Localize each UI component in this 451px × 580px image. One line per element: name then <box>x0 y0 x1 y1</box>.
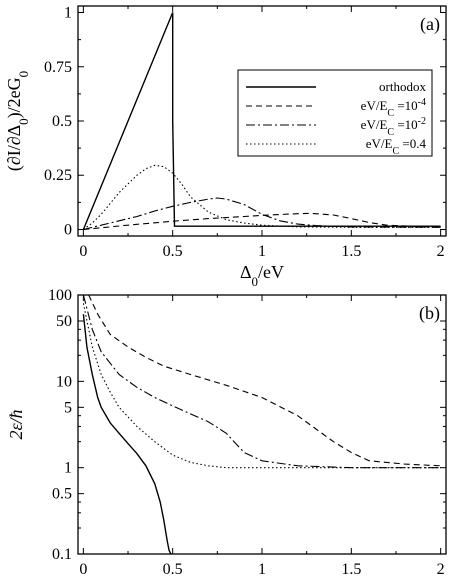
panel-a-series <box>82 12 441 231</box>
y-tick-label: 1 <box>64 5 72 22</box>
legend-sub: C <box>392 146 399 157</box>
y-tick-label: 50 <box>56 313 72 330</box>
panel-b-y-ticks: 0.1 0.5 1 5 10 50 100 <box>48 287 446 563</box>
legend-sub: C <box>387 127 394 138</box>
y-label-part1: (∂I/∂Δ <box>4 125 25 171</box>
y-tick-label: 10 <box>56 373 72 390</box>
x-label-sub: 0 <box>252 274 259 289</box>
legend-label: eV/EC =10-2 <box>361 116 426 138</box>
series-line-solid <box>82 12 441 230</box>
y-tick-label: 0.5 <box>52 486 72 503</box>
legend-label: eV/EC =10-4 <box>361 97 426 119</box>
panel-a-label: (a) <box>420 14 440 35</box>
x-tick-label: 0 <box>79 243 87 260</box>
panel-a-y-axis-label: (∂I/∂Δ0)/2eG0 <box>4 71 31 171</box>
y-tick-label: 5 <box>64 399 72 416</box>
series-line-dashdot <box>82 295 441 469</box>
x-tick-label: 1 <box>258 561 266 578</box>
x-tick-label: 2 <box>437 243 445 260</box>
y-tick-label: 100 <box>48 287 72 304</box>
x-tick-label: 1.5 <box>341 243 361 260</box>
x-tick-label: 0 <box>79 561 87 578</box>
x-label-delta: Δ <box>240 262 252 282</box>
series-line-dotted <box>82 303 441 469</box>
panel-b-label: (b) <box>419 303 440 324</box>
panel-a-x-ticks: 0 0.5 1 1.5 2 <box>79 6 445 260</box>
legend-text-part: eV/E <box>361 117 388 132</box>
legend-text-part: =10 <box>394 117 418 132</box>
series-line-solid <box>82 314 172 554</box>
y-label-sub1: 0 <box>16 118 31 125</box>
y-label-sub2: 0 <box>16 71 31 78</box>
series-line-dotted <box>83 164 441 230</box>
panel-a-chart: 0 0.5 1 1.5 2 0 0.25 0.5 0.75 1 (a) orthodox eV/E… <box>4 5 447 289</box>
panel-a-x-axis-label: Δ0/eV <box>240 262 284 289</box>
x-tick-label: 1 <box>258 243 266 260</box>
x-tick-label: 0.5 <box>163 243 183 260</box>
series-line-dashed <box>83 212 441 231</box>
y-tick-label: 0.25 <box>44 167 72 184</box>
legend-sub: C <box>387 108 394 119</box>
y-tick-label: 0 <box>64 221 72 238</box>
y-label-part2: )/2eG <box>4 77 25 118</box>
y-tick-label: 1 <box>64 460 72 477</box>
legend-text-part: =10 <box>394 98 418 113</box>
x-tick-label: 1.5 <box>341 561 361 578</box>
legend-label: eV/EC =0.4 <box>366 136 427 157</box>
legend-box <box>237 69 433 157</box>
y-tick-label: 0.75 <box>44 59 72 76</box>
legend-label: orthodox <box>379 79 426 94</box>
panel-b-series <box>82 295 441 554</box>
x-tick-label: 2 <box>437 561 445 578</box>
series-line-dashdot <box>83 197 441 231</box>
x-tick-label: 0.5 <box>163 561 183 578</box>
x-label-rest: /eV <box>258 262 284 282</box>
legend-text-part: eV/E <box>361 98 388 113</box>
y-tick-label: 0.1 <box>52 546 72 563</box>
panel-b-plot-frame <box>77 294 447 555</box>
legend-text-part: =0.4 <box>399 136 426 151</box>
panel-a-y-ticks: 0 0.25 0.5 0.75 1 <box>44 5 446 238</box>
series-line-dashed <box>88 295 441 467</box>
panel-b-x-ticks: 0 0.5 1 1.5 2 <box>79 295 445 578</box>
panel-b-y-axis-label: 2ε/ħ <box>6 409 26 439</box>
y-tick-label: 0.5 <box>52 113 72 130</box>
legend-sup: -2 <box>418 116 426 127</box>
legend-sup: -4 <box>418 97 426 108</box>
legend-text-part: eV/E <box>366 136 393 151</box>
